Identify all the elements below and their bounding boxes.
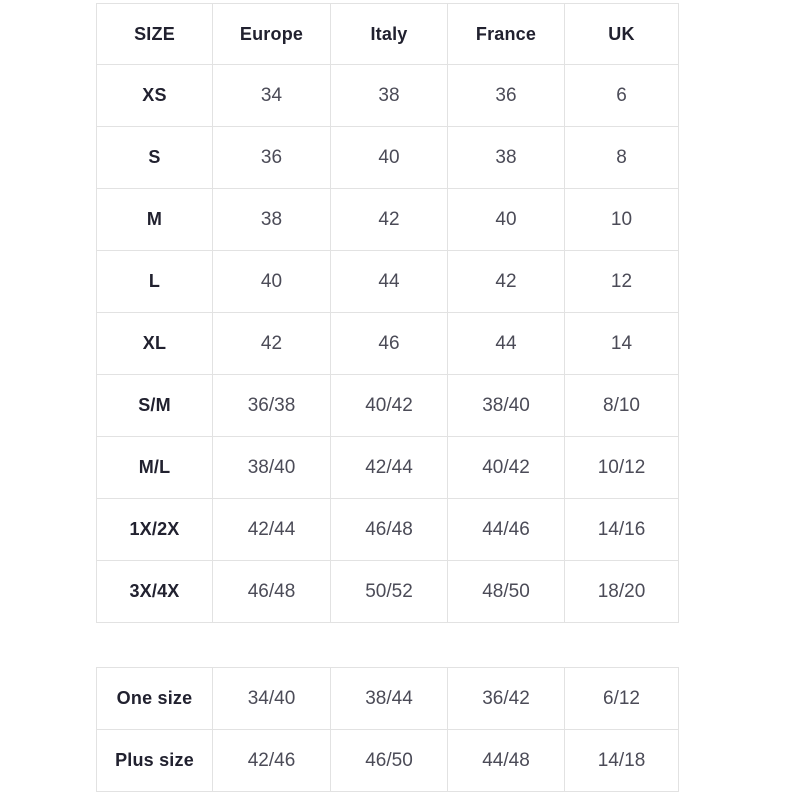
size-value-cell: 42 (330, 188, 448, 251)
size-value-cell: 18/20 (564, 560, 679, 623)
column-header-france: France (447, 3, 565, 65)
size-value-cell: 40 (330, 126, 448, 189)
column-header-europe: Europe (212, 3, 331, 65)
size-value-cell: 42 (212, 312, 331, 375)
size-value-cell: 46/50 (330, 729, 448, 792)
size-value-cell: 36/42 (447, 667, 565, 730)
size-value-cell: 38 (447, 126, 565, 189)
size-value-cell: 34 (212, 64, 331, 127)
size-value-cell: 40 (447, 188, 565, 251)
size-value-cell: 38 (330, 64, 448, 127)
table-row-plus-size: Plus size 42/46 46/50 44/48 14/18 (96, 729, 679, 792)
row-label-one-size: One size (96, 667, 213, 730)
row-label-ml: M/L (96, 436, 213, 499)
table-row-ml: M/L 38/40 42/44 40/42 10/12 (96, 436, 679, 499)
size-conversion-table: SIZE Europe Italy France UK XS 34 38 36 … (96, 3, 679, 623)
table-row-3x4x: 3X/4X 46/48 50/52 48/50 18/20 (96, 560, 679, 623)
size-value-cell: 38/40 (212, 436, 331, 499)
size-value-cell: 34/40 (212, 667, 331, 730)
size-value-cell: 38 (212, 188, 331, 251)
size-value-cell: 40/42 (447, 436, 565, 499)
size-value-cell: 44/46 (447, 498, 565, 561)
size-value-cell: 10/12 (564, 436, 679, 499)
size-value-cell: 50/52 (330, 560, 448, 623)
table-row-xl: XL 42 46 44 14 (96, 312, 679, 375)
size-value-cell: 8 (564, 126, 679, 189)
size-value-cell: 36 (212, 126, 331, 189)
size-value-cell: 14 (564, 312, 679, 375)
row-label-plus-size: Plus size (96, 729, 213, 792)
size-value-cell: 40 (212, 250, 331, 313)
size-value-cell: 40/42 (330, 374, 448, 437)
row-label-l: L (96, 250, 213, 313)
size-value-cell: 14/18 (564, 729, 679, 792)
table-row-l: L 40 44 42 12 (96, 250, 679, 313)
table-row-one-size: One size 34/40 38/44 36/42 6/12 (96, 667, 679, 730)
header-row: SIZE Europe Italy France UK (96, 3, 679, 65)
row-label-sm: S/M (96, 374, 213, 437)
size-value-cell: 12 (564, 250, 679, 313)
size-value-cell: 48/50 (447, 560, 565, 623)
size-value-cell: 44 (447, 312, 565, 375)
size-value-cell: 36/38 (212, 374, 331, 437)
size-value-cell: 38/40 (447, 374, 565, 437)
size-value-cell: 42/44 (330, 436, 448, 499)
row-label-xl: XL (96, 312, 213, 375)
size-value-cell: 38/44 (330, 667, 448, 730)
table-row-s: S 36 40 38 8 (96, 126, 679, 189)
column-header-uk: UK (564, 3, 679, 65)
row-label-xs: XS (96, 64, 213, 127)
size-value-cell: 42/46 (212, 729, 331, 792)
size-value-cell: 42/44 (212, 498, 331, 561)
row-label-m: M (96, 188, 213, 251)
table-row-1x2x: 1X/2X 42/44 46/48 44/46 14/16 (96, 498, 679, 561)
row-label-1x2x: 1X/2X (96, 498, 213, 561)
size-value-cell: 44/48 (447, 729, 565, 792)
column-header-italy: Italy (330, 3, 448, 65)
table-row-sm: S/M 36/38 40/42 38/40 8/10 (96, 374, 679, 437)
size-value-cell: 46 (330, 312, 448, 375)
table-row-m: M 38 42 40 10 (96, 188, 679, 251)
one-size-plus-size-table: One size 34/40 38/44 36/42 6/12 Plus siz… (96, 667, 679, 792)
table-row-xs: XS 34 38 36 6 (96, 64, 679, 127)
size-value-cell: 42 (447, 250, 565, 313)
row-label-3x4x: 3X/4X (96, 560, 213, 623)
size-value-cell: 36 (447, 64, 565, 127)
size-value-cell: 6 (564, 64, 679, 127)
size-value-cell: 44 (330, 250, 448, 313)
column-header-size: SIZE (96, 3, 213, 65)
size-value-cell: 46/48 (212, 560, 331, 623)
size-value-cell: 8/10 (564, 374, 679, 437)
row-label-s: S (96, 126, 213, 189)
size-value-cell: 10 (564, 188, 679, 251)
size-value-cell: 46/48 (330, 498, 448, 561)
size-value-cell: 14/16 (564, 498, 679, 561)
size-value-cell: 6/12 (564, 667, 679, 730)
